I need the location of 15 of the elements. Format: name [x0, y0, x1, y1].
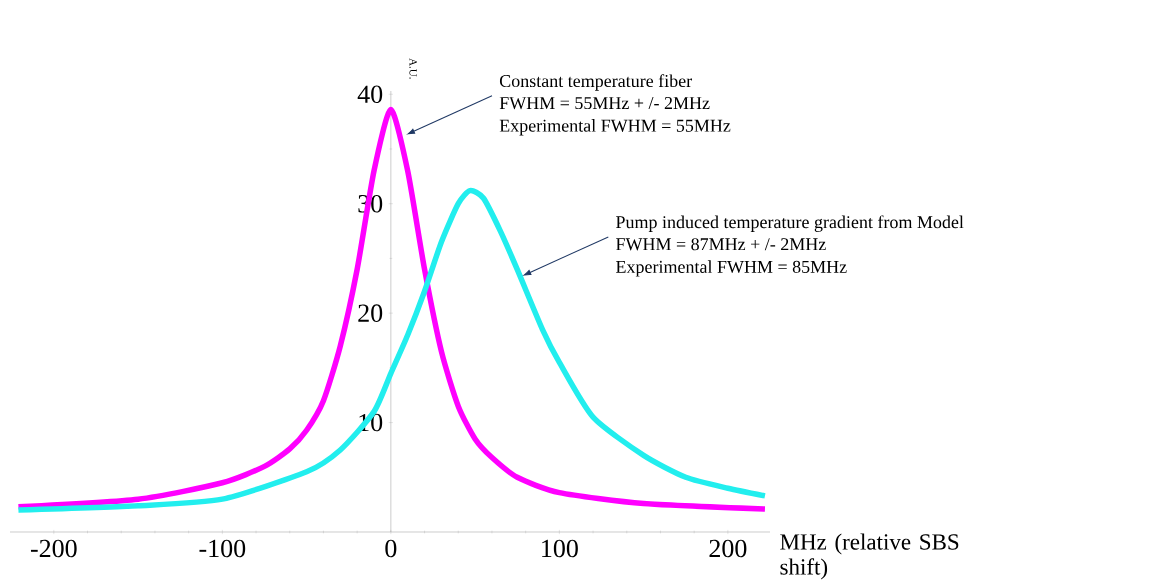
- annotation: FWHM = 55MHz + /- 2MHz: [499, 97, 710, 110]
- x-tick-label: -200: [30, 539, 77, 558]
- y-tick-label: 20: [358, 304, 383, 322]
- y-tick-label: 40: [357, 85, 383, 104]
- annotation: Pump induced temperature gradient from Model: [616, 215, 964, 232]
- annotation: Experimental FWHM = 85MHz: [616, 260, 847, 277]
- x-tick-label: 0: [385, 539, 397, 558]
- annotation: FWHM = 87MHz + /- 2MHz: [616, 238, 826, 251]
- x-tick-label: 200: [709, 539, 747, 558]
- y-axis-title: A.U.: [409, 58, 417, 79]
- annotation: Constant temperature fiber: [499, 74, 693, 91]
- x-axis-title: MHz (relative SBS shift): [780, 533, 959, 580]
- x-tick-label: 100: [542, 539, 578, 558]
- annotation: Experimental FWHM = 55MHz: [499, 119, 731, 136]
- x-tick-label: -100: [199, 539, 246, 558]
